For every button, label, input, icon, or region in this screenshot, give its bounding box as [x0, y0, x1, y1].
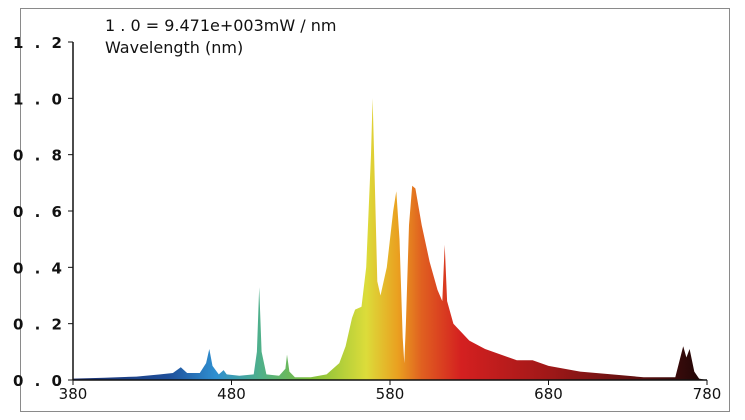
y-tick-label: 0 . 4 — [13, 259, 65, 277]
y-tick-label: 1 . 0 — [13, 90, 65, 108]
y-tick-label: 1 . 2 — [13, 34, 65, 52]
x-tick-label: 580 — [376, 385, 405, 403]
y-tick-label: 0 . 0 — [13, 372, 65, 390]
x-tick-label: 480 — [217, 385, 246, 403]
y-tick-label: 0 . 8 — [13, 147, 65, 165]
y-tick-label: 0 . 2 — [13, 316, 65, 334]
spectrum-area — [73, 98, 707, 381]
x-tick-label: 380 — [59, 385, 88, 403]
y-tick-label: 0 . 6 — [13, 203, 65, 221]
scale-label: 1 . 0 = 9.471e+003mW / nm — [105, 16, 337, 35]
x-axis-label: Wavelength (nm) — [105, 38, 244, 57]
x-tick-label: 780 — [693, 385, 722, 403]
x-tick-label: 680 — [534, 385, 563, 403]
chart-frame — [20, 8, 730, 412]
